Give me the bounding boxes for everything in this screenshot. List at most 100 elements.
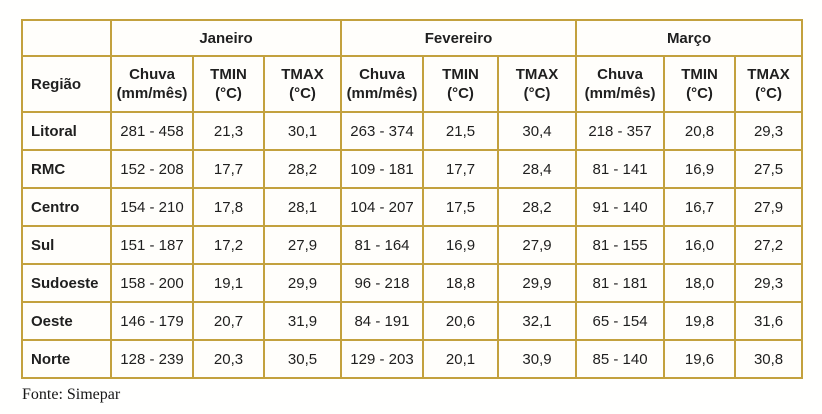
month-header-fevereiro: Fevereiro [339,19,578,57]
header-jan-tmax: TMAX (°C) [263,55,342,113]
header-mar-chuva: Chuva (mm/mês) [575,55,666,113]
value-cell: 28,4 [496,149,578,189]
value-cell: 30,1 [263,111,342,151]
value-cell: 81 - 181 [575,263,666,303]
value-cell: 28,2 [263,149,342,189]
value-cell: 218 - 357 [575,111,666,151]
value-cell: 29,9 [263,263,342,303]
value-cell: 21,5 [422,111,499,151]
header-label: TMIN [210,66,247,83]
table-row: Sudoeste 158 - 200 19,1 29,9 96 - 218 18,8 29,… [21,263,804,303]
value-cell: 84 - 191 [340,301,424,341]
value-cell: 30,4 [496,111,578,151]
value-cell: 152 - 208 [110,149,194,189]
value-cell: 81 - 141 [575,149,666,189]
climate-table: Janeiro Fevereiro Março Região Chuva (mm… [21,19,804,379]
value-cell: 27,2 [734,225,804,265]
value-cell: 65 - 154 [575,301,666,341]
value-cell: 31,9 [263,301,342,341]
source-caption: Fonte: Simepar [22,386,121,403]
value-cell: 281 - 458 [110,111,194,151]
value-cell: 17,7 [192,149,265,189]
table-row: Centro 154 - 210 17,8 28,1 104 - 207 17,5 28,2… [21,187,804,227]
value-cell: 16,7 [663,187,737,227]
table-row: Norte 128 - 239 20,3 30,5 129 - 203 20,1 30,9 8… [21,339,804,379]
corner-cell [21,19,112,57]
value-cell: 27,9 [263,225,342,265]
table-row: Sul 151 - 187 17,2 27,9 81 - 164 16,9 27,9 81 -… [21,225,804,265]
month-header-janeiro: Janeiro [110,19,342,57]
header-mar-tmin: TMIN (°C) [663,55,737,113]
value-cell: 19,6 [663,339,737,379]
value-cell: 104 - 207 [340,187,424,227]
header-unit: (°C) [755,85,782,102]
value-cell: 81 - 155 [575,225,666,265]
value-cell: 27,5 [734,149,804,189]
value-cell: 18,0 [663,263,737,303]
value-cell: 19,8 [663,301,737,341]
header-unit: (mm/mês) [116,85,188,102]
region-cell: RMC [21,149,112,189]
region-cell: Oeste [21,301,112,341]
header-fev-tmax: TMAX (°C) [496,55,578,113]
header-unit: (°C) [447,85,474,102]
value-cell: 19,1 [192,263,265,303]
header-jan-tmin: TMIN (°C) [192,55,265,113]
value-cell: 263 - 374 [340,111,424,151]
value-cell: 158 - 200 [110,263,194,303]
value-cell: 29,3 [734,111,804,151]
value-cell: 18,8 [422,263,499,303]
value-cell: 27,9 [496,225,578,265]
value-cell: 20,3 [192,339,265,379]
region-cell: Litoral [21,111,112,151]
value-cell: 128 - 239 [110,339,194,379]
header-label: TMAX [747,66,790,83]
value-cell: 27,9 [734,187,804,227]
header-fev-tmin: TMIN (°C) [422,55,499,113]
value-cell: 129 - 203 [340,339,424,379]
region-header-cell: Região [21,55,112,113]
value-cell: 29,9 [496,263,578,303]
header-unit: (°C) [686,85,713,102]
header-mar-tmax: TMAX (°C) [734,55,804,113]
value-cell: 81 - 164 [340,225,424,265]
value-cell: 32,1 [496,301,578,341]
month-header-marco: Março [575,19,804,57]
region-cell: Norte [21,339,112,379]
value-cell: 16,0 [663,225,737,265]
value-cell: 28,2 [496,187,578,227]
value-cell: 146 - 179 [110,301,194,341]
header-label: TMIN [442,66,479,83]
value-cell: 31,6 [734,301,804,341]
table-row: RMC 152 - 208 17,7 28,2 109 - 181 17,7 28,4 81 … [21,149,804,189]
value-cell: 20,8 [663,111,737,151]
header-jan-chuva: Chuva (mm/mês) [110,55,194,113]
value-cell: 29,3 [734,263,804,303]
value-cell: 17,8 [192,187,265,227]
value-cell: 154 - 210 [110,187,194,227]
header-unit: (°C) [215,85,242,102]
table-row: Oeste 146 - 179 20,7 31,9 84 - 191 20,6 32,1 65… [21,301,804,341]
value-cell: 109 - 181 [340,149,424,189]
table-row: Litoral 281 - 458 21,3 30,1 263 - 374 21,5 30,… [21,111,804,151]
header-label: Chuva [359,66,405,83]
header-unit: (mm/mês) [584,85,656,102]
value-cell: 20,7 [192,301,265,341]
header-unit: (°C) [289,85,316,102]
header-unit: (mm/mês) [346,85,418,102]
value-cell: 30,5 [263,339,342,379]
header-label: TMAX [281,66,324,83]
value-cell: 30,8 [734,339,804,379]
value-cell: 30,9 [496,339,578,379]
value-cell: 85 - 140 [575,339,666,379]
value-cell: 28,1 [263,187,342,227]
header-fev-chuva: Chuva (mm/mês) [340,55,424,113]
header-label: Chuva [597,66,643,83]
value-cell: 17,7 [422,149,499,189]
region-cell: Sudoeste [21,263,112,303]
header-unit: (°C) [523,85,551,102]
value-cell: 20,6 [422,301,499,341]
region-cell: Centro [21,187,112,227]
value-cell: 16,9 [422,225,499,265]
